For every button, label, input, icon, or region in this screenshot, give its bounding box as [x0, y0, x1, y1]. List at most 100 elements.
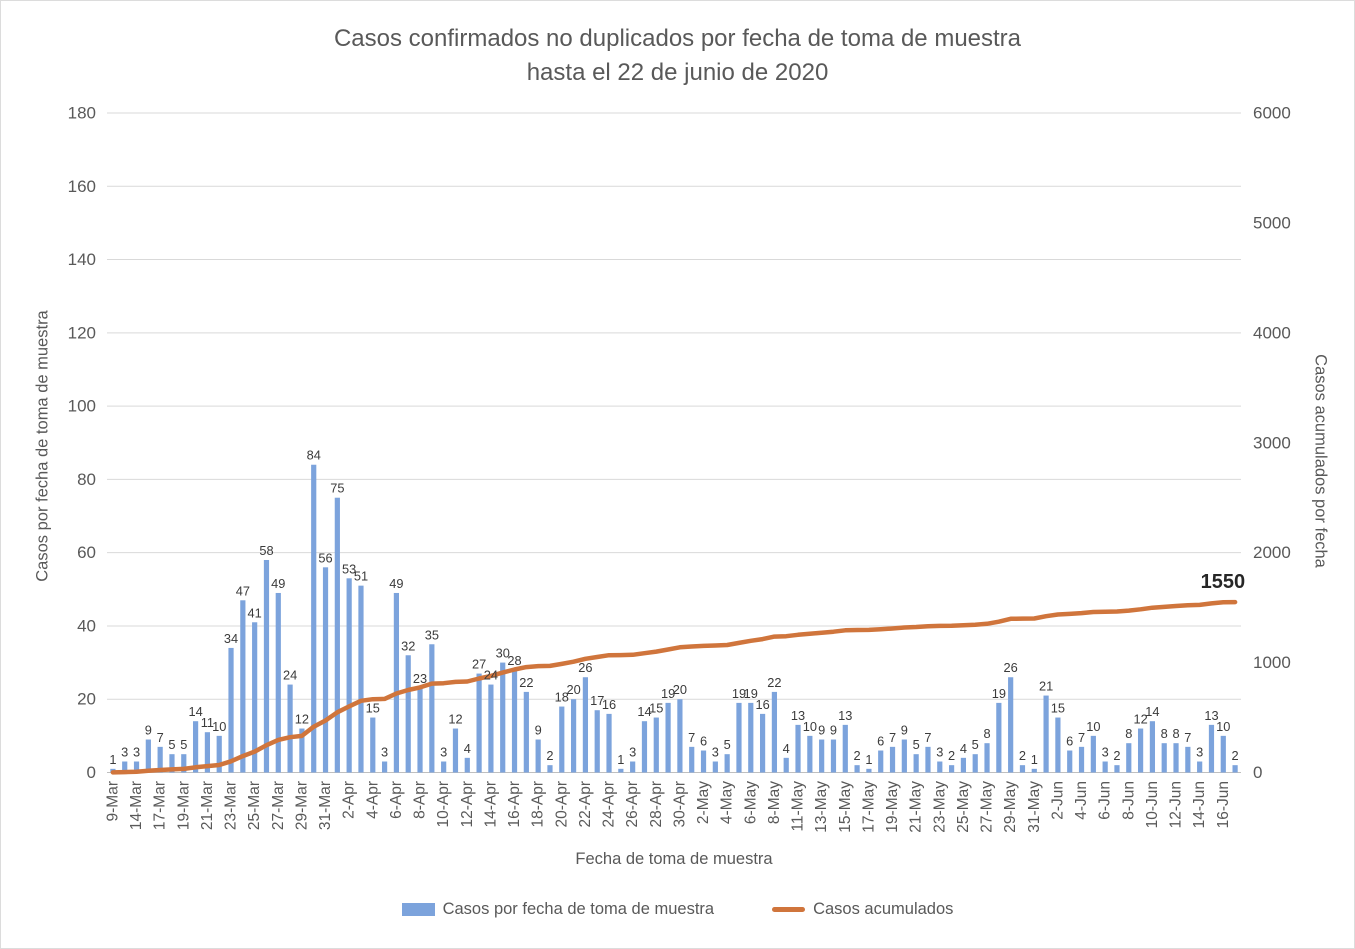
- bar: [606, 713, 612, 773]
- annotation-total: 1550: [1201, 571, 1246, 593]
- bar-value-label: 22: [767, 675, 781, 690]
- x-tick-label: 8-May: [766, 781, 783, 824]
- bar: [464, 757, 470, 773]
- bar: [500, 662, 506, 773]
- y-tick-label-left: 60: [77, 543, 96, 562]
- bar: [1126, 743, 1132, 773]
- x-tick-label: 15-May: [837, 781, 854, 833]
- bar-value-label: 75: [330, 481, 344, 496]
- bar: [169, 754, 175, 773]
- bar: [937, 761, 943, 773]
- bar-value-label: 49: [271, 576, 285, 591]
- legend-item-line: Casos acumulados: [772, 900, 953, 919]
- bar-value-label: 15: [366, 701, 380, 716]
- bar-value-label: 2: [1019, 748, 1026, 763]
- bar: [476, 673, 482, 773]
- x-tick-label: 19-May: [884, 781, 901, 833]
- bar: [724, 754, 730, 773]
- bar-value-label: 12: [448, 712, 462, 727]
- bar-value-label: 15: [649, 701, 663, 716]
- x-tick-label: 27-Mar: [270, 781, 287, 830]
- bar: [1090, 735, 1096, 773]
- bar-value-label: 5: [180, 737, 187, 752]
- bar-value-label: 3: [936, 745, 943, 760]
- bar: [511, 669, 518, 773]
- bar-value-label: 11: [201, 715, 214, 730]
- bar: [228, 647, 234, 773]
- bar-value-label: 10: [1216, 719, 1230, 734]
- bar: [1232, 765, 1238, 773]
- bar: [948, 765, 955, 773]
- bar-value-label: 58: [259, 543, 273, 558]
- x-tick-label: 20-Apr: [553, 781, 570, 828]
- bar-value-label: 3: [712, 745, 719, 760]
- bar-value-label: 24: [283, 668, 297, 683]
- bar-value-label: 14: [188, 704, 202, 719]
- y-tick-label-left: 40: [77, 616, 96, 635]
- bar: [1173, 743, 1179, 773]
- bar-value-label: 3: [1196, 745, 1203, 760]
- bar: [299, 728, 305, 773]
- y-tick-label-left: 160: [68, 177, 96, 196]
- bar-value-label: 53: [342, 561, 356, 576]
- bar: [429, 644, 435, 773]
- bar: [181, 754, 187, 773]
- bar-value-label: 10: [1086, 719, 1100, 734]
- bar: [488, 684, 494, 773]
- bar-value-label: 2: [854, 748, 861, 763]
- bar: [783, 757, 789, 773]
- bar-series-swatch: [401, 903, 435, 916]
- bar-value-label: 13: [1204, 708, 1218, 723]
- x-tick-label: 14-Jun: [1191, 781, 1208, 828]
- x-tick-label: 17-Mar: [152, 781, 169, 830]
- bar-value-label: 9: [535, 723, 542, 738]
- bar: [1067, 750, 1073, 773]
- bar: [901, 739, 907, 773]
- chart-title: Casos confirmados no duplicados por fech…: [1, 22, 1354, 90]
- bar: [1185, 746, 1191, 773]
- bar: [192, 721, 199, 773]
- bar: [1019, 765, 1026, 773]
- x-tick-label: 31-May: [1026, 781, 1043, 833]
- bar-value-label: 3: [629, 745, 636, 760]
- bar: [1220, 735, 1226, 773]
- x-tick-label: 23-Mar: [223, 781, 240, 830]
- y-tick-label-left: 120: [68, 323, 96, 342]
- x-tick-label: 11-May: [790, 781, 807, 832]
- x-tick-label: 29-Mar: [293, 781, 310, 830]
- bar-value-label: 5: [168, 737, 175, 752]
- chart-title-line2: hasta el 22 de junio de 2020: [526, 59, 829, 86]
- bar: [1043, 695, 1049, 773]
- bar-value-label: 13: [838, 708, 852, 723]
- bar: [1114, 765, 1120, 773]
- x-tick-label: 14-Apr: [482, 781, 499, 828]
- bar-value-label: 84: [307, 448, 321, 463]
- x-tick-label: 10-Jun: [1144, 781, 1161, 828]
- bar: [795, 724, 801, 773]
- bar: [346, 578, 352, 773]
- bar-value-label: 5: [913, 737, 920, 752]
- x-tick-label: 8-Apr: [412, 781, 429, 819]
- bar: [322, 567, 329, 773]
- x-tick-label: 14-Mar: [128, 781, 145, 830]
- bar: [960, 757, 967, 773]
- bar: [1161, 743, 1167, 773]
- bar: [866, 768, 872, 773]
- bar-value-label: 7: [1184, 730, 1191, 745]
- bar-value-label: 1: [865, 752, 872, 767]
- bar: [653, 717, 659, 773]
- legend-label-line: Casos acumulados: [813, 900, 954, 918]
- x-tick-label: 25-May: [955, 781, 972, 833]
- bar: [759, 713, 766, 773]
- bar: [1031, 768, 1037, 773]
- bar-value-label: 1: [617, 752, 624, 767]
- bar-value-label: 14: [1145, 704, 1159, 719]
- bar-value-label: 8: [1161, 726, 1168, 741]
- bar: [559, 706, 565, 773]
- bar: [334, 497, 340, 773]
- bar-value-label: 6: [1066, 734, 1073, 749]
- x-tick-label: 31-Mar: [317, 781, 334, 830]
- y-tick-label-left: 100: [68, 397, 96, 416]
- bar-value-label: 49: [389, 576, 403, 591]
- bar: [570, 699, 577, 773]
